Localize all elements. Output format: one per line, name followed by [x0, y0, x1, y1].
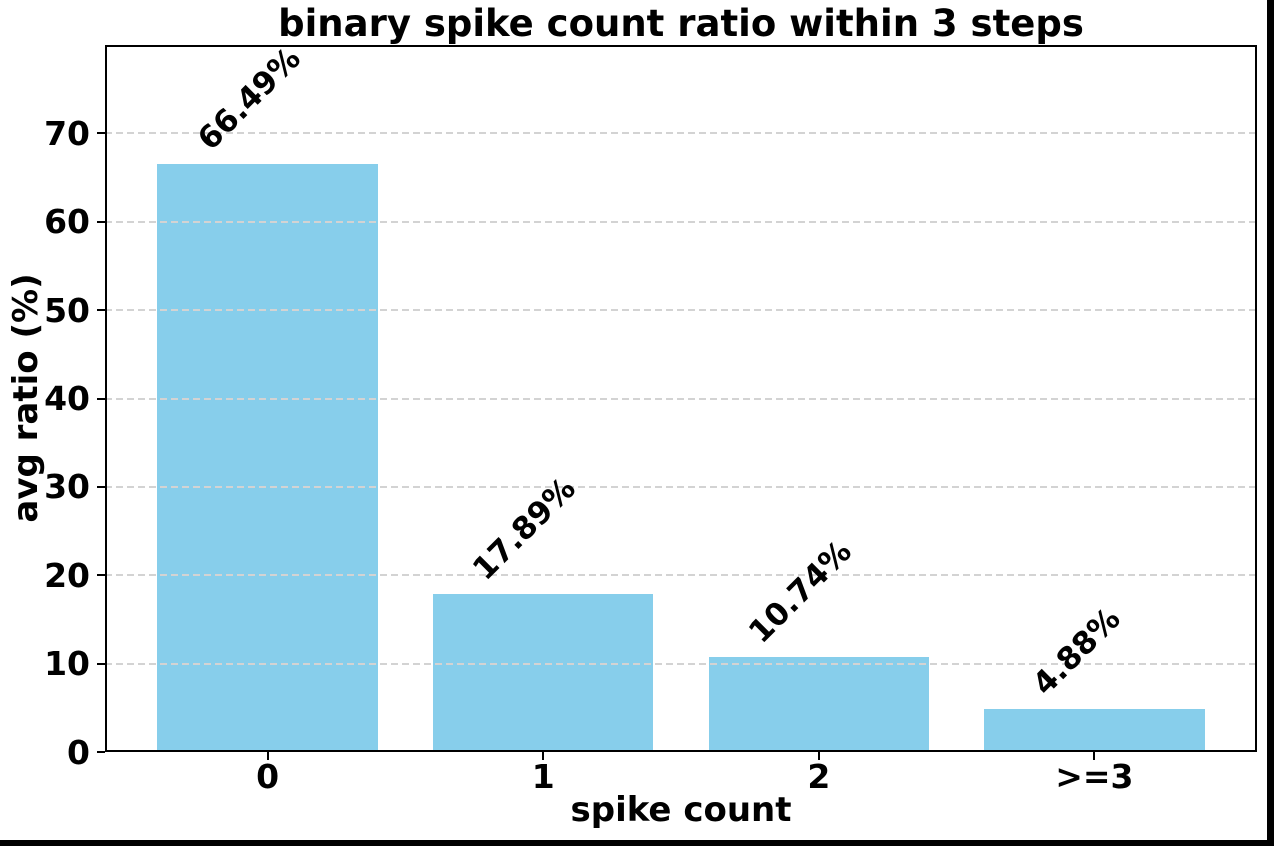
- chart-title: binary spike count ratio within 3 steps: [278, 2, 1084, 45]
- y-tick-label: 0: [67, 732, 90, 772]
- x-tick-label: 1: [531, 757, 555, 796]
- y-tick-label: 30: [44, 467, 90, 507]
- gridline: [105, 485, 1257, 488]
- y-tick-mark: [97, 397, 105, 400]
- figure-border-right: [1267, 0, 1274, 846]
- x-tick-mark: [817, 752, 820, 760]
- gridline: [105, 574, 1257, 577]
- gridline: [105, 662, 1257, 665]
- y-tick-label: 50: [44, 290, 90, 330]
- gridline: [105, 220, 1257, 223]
- y-tick-mark: [97, 574, 105, 577]
- bar: [432, 593, 654, 752]
- x-tick-mark: [1093, 752, 1096, 760]
- x-tick-mark: [266, 752, 269, 760]
- gridline: [105, 309, 1257, 312]
- y-tick-mark: [97, 220, 105, 223]
- y-tick-mark: [97, 751, 105, 753]
- x-tick-label: 0: [256, 757, 280, 796]
- y-tick-mark: [97, 662, 105, 665]
- gridline: [105, 397, 1257, 400]
- plot-area: [105, 45, 1257, 752]
- bar: [157, 164, 378, 752]
- y-tick-label: 10: [44, 644, 90, 684]
- bar: [984, 708, 1205, 752]
- x-tick-label: >=3: [1055, 757, 1134, 796]
- bar: [708, 657, 930, 752]
- x-tick-label: 2: [807, 757, 831, 796]
- y-tick-label: 20: [44, 555, 90, 595]
- x-tick-mark: [542, 752, 545, 760]
- y-tick-mark: [97, 485, 105, 488]
- y-tick-label: 40: [44, 379, 90, 418]
- y-tick-label: 70: [44, 113, 90, 153]
- y-tick-label: 60: [44, 202, 90, 242]
- gridline: [105, 132, 1257, 135]
- figure-border-bottom: [0, 840, 1274, 846]
- x-axis-label: spike count: [570, 790, 792, 830]
- y-tick-mark: [97, 309, 105, 312]
- y-tick-mark: [97, 132, 105, 135]
